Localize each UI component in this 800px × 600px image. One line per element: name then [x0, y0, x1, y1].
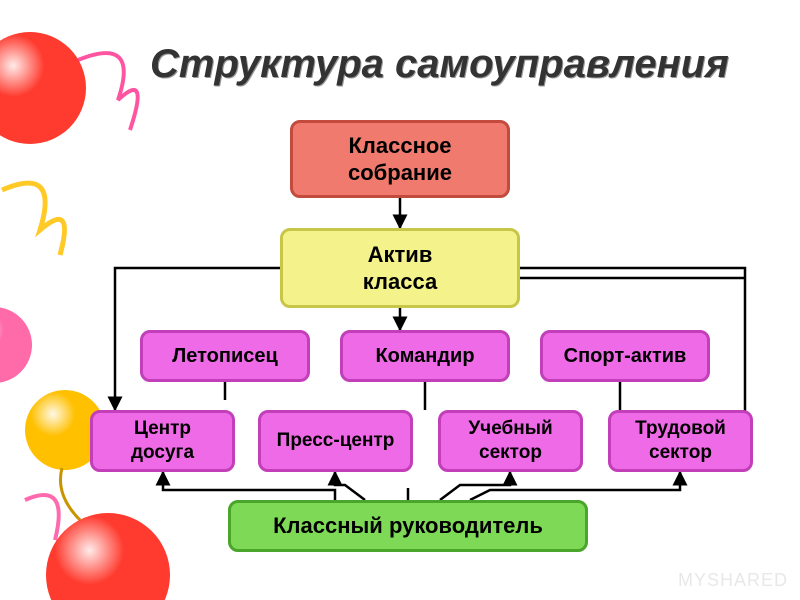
- node-class-active: Активкласса: [280, 228, 520, 308]
- node-class-teacher: Классный руководитель: [228, 500, 588, 552]
- node-commander: Командир: [340, 330, 510, 382]
- watermark: MYSHARED: [678, 570, 788, 591]
- node-sport-active: Спорт-актив: [540, 330, 710, 382]
- node-leisure-center: Центрдосуга: [90, 410, 235, 472]
- node-class-meeting: Классноесобрание: [290, 120, 510, 198]
- node-chronicler: Летописец: [140, 330, 310, 382]
- node-press-center: Пресс-центр: [258, 410, 413, 472]
- page-title: Структура самоуправления: [150, 42, 729, 87]
- node-labor-sector: Трудовойсектор: [608, 410, 753, 472]
- node-study-sector: Учебныйсектор: [438, 410, 583, 472]
